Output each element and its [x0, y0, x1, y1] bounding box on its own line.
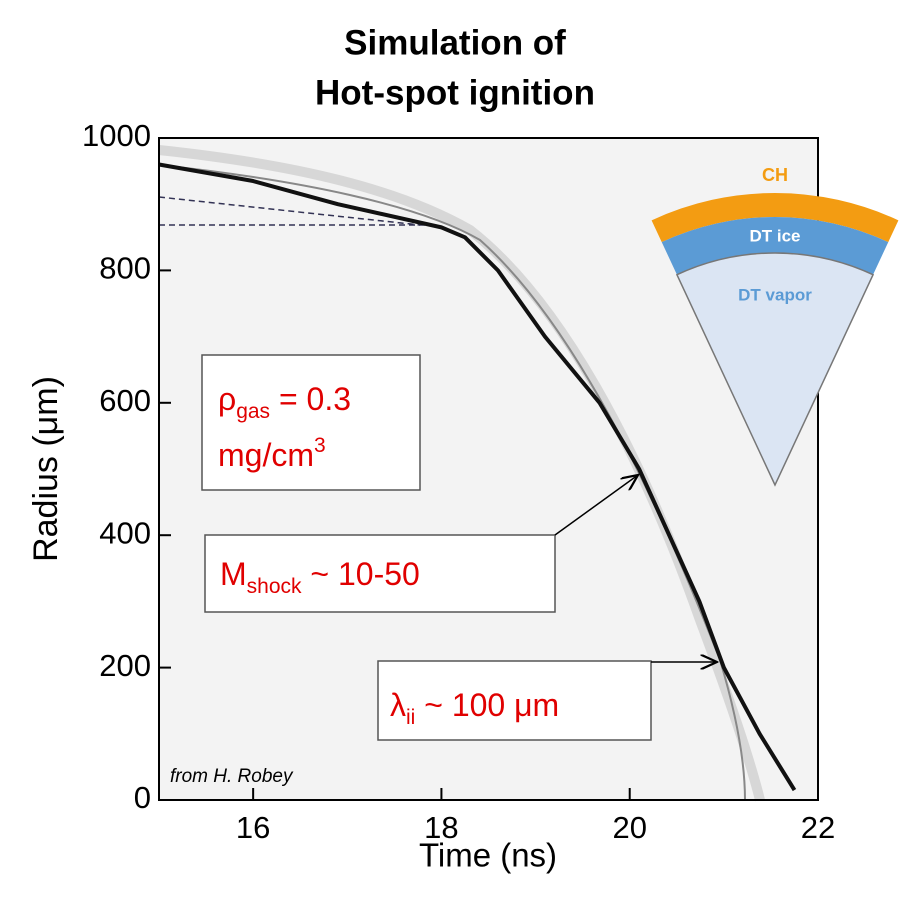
- trajectory-line: [158, 162, 797, 792]
- y-tick-label: 800: [99, 251, 151, 286]
- annotation: ρgas = 0.3: [218, 381, 351, 422]
- chart-title: Simulation of: [344, 23, 566, 62]
- annotation-box: [204, 534, 556, 613]
- credit: from H. Robey: [170, 766, 294, 787]
- x-tick-label: 16: [236, 810, 270, 845]
- inset-label: DT vapor: [738, 285, 812, 304]
- x-tick-label: 20: [612, 810, 646, 845]
- annotation-box: [201, 354, 421, 491]
- y-tick-label: 600: [99, 383, 151, 418]
- annotation-text: M: [220, 556, 247, 592]
- annotation: λii ~ 100 μm: [390, 687, 559, 728]
- chart-title: Hot-spot ignition: [315, 73, 595, 112]
- ch-layer: [651, 193, 899, 243]
- annotation-arrow: [554, 475, 638, 536]
- annotation-box: [377, 660, 652, 741]
- annotation: mg/cm3: [218, 434, 326, 474]
- streak-decoration: [158, 145, 765, 802]
- plot-frame: [158, 137, 819, 801]
- annotation-subscript: gas: [236, 400, 270, 423]
- annotation-subscript: shock: [247, 575, 302, 598]
- x-axis-label: Time (ns): [419, 837, 557, 874]
- annotation-text: ~ 100 μm: [415, 687, 559, 723]
- y-tick-label: 0: [134, 780, 151, 815]
- y-axis-label: Radius (μm): [27, 376, 65, 562]
- annotation-text: = 0.3: [270, 381, 351, 417]
- annotation-text: ~ 10-50: [302, 556, 420, 592]
- x-tick-label: 18: [424, 810, 458, 845]
- dt-ice-layer: [661, 216, 889, 275]
- y-tick-label: 400: [99, 515, 151, 550]
- annotation-text: λ: [390, 687, 406, 723]
- annotation-text: ρ: [218, 381, 236, 417]
- annotation-text: mg/cm: [218, 437, 314, 473]
- inset-label: CH: [762, 165, 788, 185]
- annotation: Mshock ~ 10-50: [220, 556, 420, 597]
- annotation-subscript: ii: [406, 706, 415, 729]
- x-tick-label: 22: [801, 810, 835, 845]
- dt-vapor-region: [675, 252, 875, 487]
- y-tick-label: 200: [99, 648, 151, 683]
- annotation-superscript: 3: [314, 434, 326, 457]
- inset-label: DT ice: [749, 226, 800, 245]
- capsule-inset: CH DT ice DT vapor: [651, 165, 899, 487]
- y-tick-label: 1000: [82, 118, 151, 153]
